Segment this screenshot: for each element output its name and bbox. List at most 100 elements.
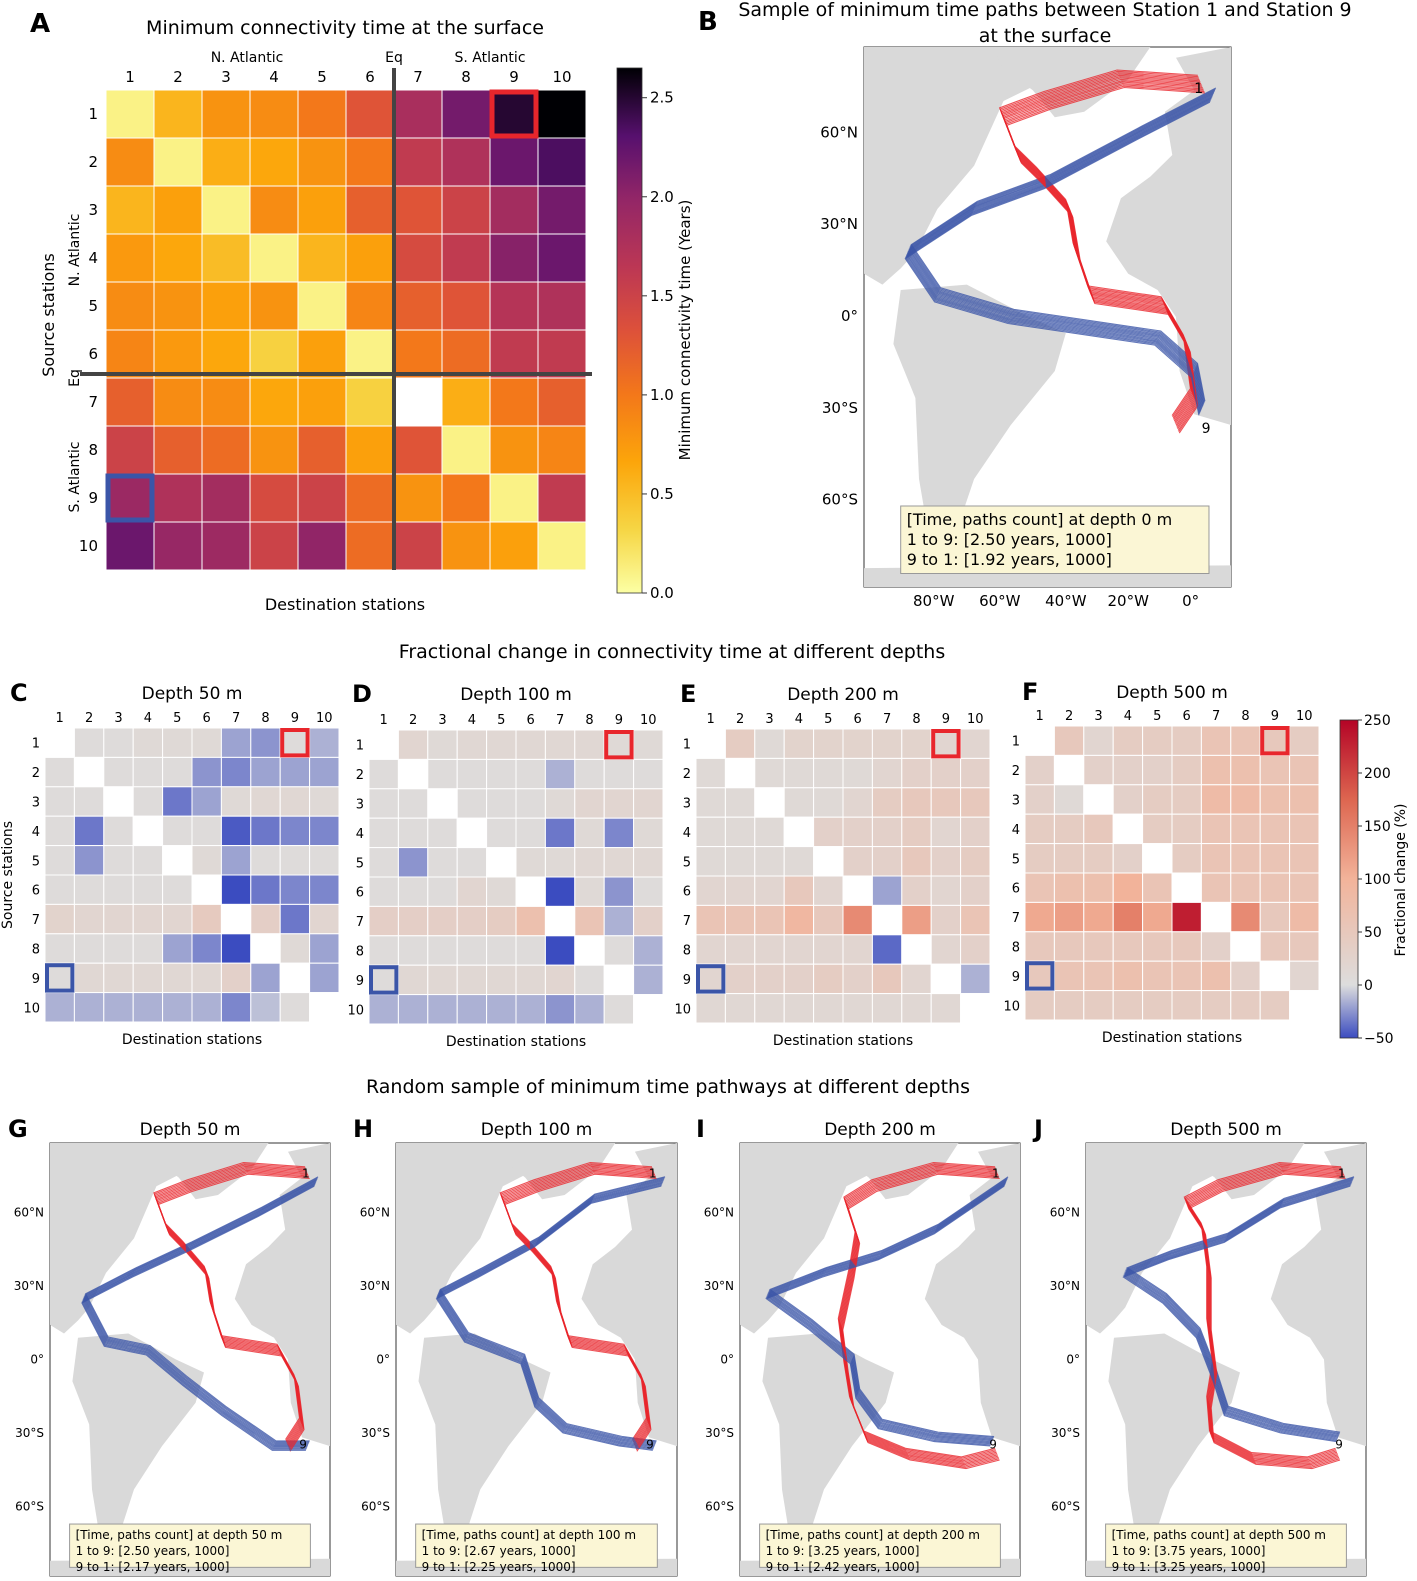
heatmap-cell (1053, 754, 1085, 786)
lat-tick-label: 60°S (1051, 1500, 1080, 1514)
x-tick-label: 8 (261, 711, 269, 726)
heatmap-cell (842, 787, 873, 818)
heatmap-cell (901, 728, 932, 759)
path-1-to-9 (766, 1182, 1006, 1444)
heatmap-cell (345, 89, 395, 139)
x-tick-label: 7 (556, 713, 564, 728)
heatmap-cell (515, 758, 546, 790)
y-tick-label: 10 (79, 537, 98, 555)
land-europe-africa (924, 1143, 1020, 1447)
heatmap-cell (574, 876, 605, 907)
heatmap-cell (309, 874, 340, 905)
land-south-america (762, 1333, 894, 1542)
legend-line: 1 to 9: [2.67 years, 1000] (422, 1544, 576, 1558)
colorbar-tick-label: −50 (1364, 1031, 1394, 1047)
heatmap-cell (309, 962, 340, 994)
heatmap-cell (1259, 843, 1291, 874)
heatmap-cell (1053, 960, 1085, 992)
y-tick-label: 10 (1003, 999, 1020, 1014)
heatmap-cell (249, 281, 299, 331)
panel-e: E Depth 200 m 1 2 3 4 5 6 7 8 9 10 1 2 3 4 5 6 7 8 9 10 Destin… (674, 680, 991, 1049)
y-tick-label: 1 (356, 739, 364, 754)
heatmap-cell (345, 233, 395, 283)
highlight-cell-blue (696, 964, 726, 994)
heatmap-cell (220, 786, 252, 817)
heatmap-cell (603, 729, 635, 760)
colorbar (1339, 719, 1359, 1039)
path-9-to-1 (841, 1171, 999, 1467)
x-tick-label: 3 (1094, 709, 1102, 724)
heatmap-cell (44, 933, 75, 964)
heatmap-cell (441, 473, 491, 523)
heatmap-cell (345, 521, 395, 571)
heatmap-cell (783, 934, 815, 965)
heatmap-cell (44, 815, 75, 847)
land-north-america (396, 1143, 551, 1334)
heatmap-cell (309, 903, 340, 935)
heatmap-cell (191, 903, 222, 935)
heatmap-cell (44, 786, 75, 817)
y-tick-label: 7 (32, 913, 40, 928)
colorbar-tick-label: 0.5 (650, 485, 674, 503)
heatmap-cell (368, 905, 399, 937)
legend-box (900, 505, 1210, 574)
x-tick-label: 2 (173, 68, 183, 86)
path-9-to-1 (841, 1172, 1000, 1468)
path-9-to-1 (838, 1164, 997, 1461)
heatmap-cell (153, 233, 203, 283)
heatmap-cell (345, 425, 395, 475)
x-tick-label: 10 (552, 68, 571, 86)
heatmap-cell (162, 992, 193, 1023)
lat-tick-label: 30°S (1051, 1426, 1080, 1440)
path-1-to-9 (768, 1178, 1008, 1440)
heatmap-cell (1200, 754, 1232, 786)
top-group-label: S. Atlantic (454, 50, 525, 66)
path-1-to-9 (436, 1182, 663, 1448)
heatmap-cell (1289, 843, 1320, 874)
panel-title: Depth 50 m (142, 684, 243, 704)
heatmap-cell (345, 473, 395, 523)
heatmap-cell (544, 905, 576, 937)
x-tick-label: 3 (765, 712, 773, 727)
heatmap-cell (1024, 931, 1055, 962)
heatmap-cell (1142, 931, 1173, 962)
heatmap-cell (132, 903, 164, 935)
heatmap-cell (1142, 960, 1173, 992)
path-1-to-9 (909, 89, 1216, 404)
path-1-to-9 (767, 1180, 1007, 1442)
heatmap-cell (783, 875, 815, 906)
heatmap-cell (103, 962, 134, 994)
y-tick-label: 8 (683, 944, 691, 959)
heatmap-cell (103, 815, 134, 847)
heatmap-cell (537, 281, 587, 331)
legend-line: 9 to 1: [2.25 years, 1000] (422, 1560, 576, 1574)
heatmap-cell (1230, 754, 1261, 786)
heatmap-cell (456, 847, 488, 878)
heatmap-cell (191, 815, 222, 847)
x-tick-label: 9 (509, 68, 519, 86)
heatmap-cell (901, 875, 932, 906)
lat-tick-label: 60°N (1050, 1205, 1080, 1219)
y-tick-label: 5 (356, 856, 364, 871)
panel-letter: D (352, 680, 372, 708)
station-label-9: 9 (646, 1437, 654, 1451)
heatmap-cell (633, 905, 664, 937)
heatmap-cell (297, 377, 347, 427)
lat-tick-label: 0° (841, 307, 858, 325)
heatmap-cell (297, 425, 347, 475)
path-1-to-9 (904, 100, 1211, 415)
heatmap-cell (960, 846, 991, 877)
heatmap-cell (1200, 784, 1232, 815)
heatmap-cell (1083, 784, 1114, 815)
path-1-to-9 (905, 98, 1212, 413)
heatmap-cell (783, 816, 815, 848)
heatmap-cell (783, 904, 815, 936)
x-tick-label: 2 (85, 711, 93, 726)
heatmap-cell (201, 521, 251, 571)
heatmap-cell (249, 233, 299, 283)
heatmap-cell (489, 425, 539, 475)
heatmap-cell (153, 329, 203, 379)
heatmap-cell (633, 964, 664, 996)
panel-b-title: Sample of minimum time paths between Sta… (738, 0, 1351, 21)
x-tick-label: 6 (854, 712, 862, 727)
